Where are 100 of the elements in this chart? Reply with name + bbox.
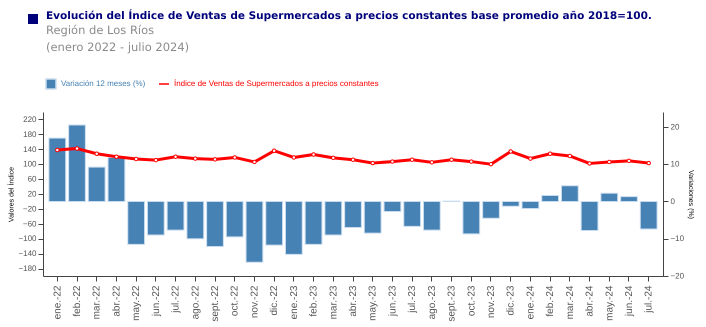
bar <box>560 185 579 202</box>
bar <box>146 200 165 236</box>
point <box>272 148 276 153</box>
point <box>232 155 237 160</box>
x-tick-label: mar.-22 <box>92 285 103 320</box>
y-tick-label: −20 <box>22 204 38 214</box>
point <box>350 157 356 162</box>
x-tick-label: feb.-22 <box>72 285 84 317</box>
bar <box>620 196 638 202</box>
bar <box>48 138 66 202</box>
x-tick-label: ene.-22 <box>52 285 64 320</box>
x-tick-label: jun.-23 <box>387 285 398 318</box>
y-tick-label: −180 <box>18 264 38 274</box>
bar <box>384 200 402 212</box>
point <box>508 149 513 154</box>
point <box>607 160 612 164</box>
x-tick-label: sept.-23 <box>446 285 458 322</box>
bar <box>364 200 382 234</box>
bar <box>344 200 362 228</box>
legend-label: Variación 12 meses (%) <box>61 79 146 88</box>
x-tick-label: nov.-22 <box>249 285 260 318</box>
point <box>469 159 474 164</box>
y-tick-label: −140 <box>18 249 38 258</box>
point <box>292 155 296 160</box>
bar <box>284 200 303 255</box>
point <box>212 157 218 162</box>
x-tick-label: abr.-24 <box>584 285 596 317</box>
point <box>410 157 414 162</box>
x-tick-label: oct.-23 <box>466 285 478 316</box>
bar <box>541 194 560 202</box>
x-tick-label: jul.-23 <box>407 285 418 314</box>
point <box>646 160 651 166</box>
x-tick-label: may.-23 <box>368 285 379 321</box>
bar <box>522 200 540 210</box>
x-tick-label: jul.-22 <box>170 285 182 314</box>
bar <box>88 166 106 202</box>
x-tick-label: jun.-24 <box>624 285 635 318</box>
y-tick-label: −100 <box>18 234 38 244</box>
x-tick-label: feb.-24 <box>545 285 556 317</box>
x-tick-label: nov.-23 <box>486 285 497 318</box>
x-tick-label: mar.-23 <box>328 285 340 320</box>
bar <box>462 200 480 234</box>
bar <box>304 200 322 245</box>
point <box>114 154 119 159</box>
x-tick-label: jun.-22 <box>150 285 162 318</box>
bar <box>226 200 244 238</box>
x-tick-label: ago.-22 <box>190 285 202 320</box>
chart-title: Evolución del Índice de Ventas de Supermercados a precios constantes base promedio año 2018=100. <box>46 10 653 22</box>
point <box>370 160 375 166</box>
point <box>568 154 572 158</box>
x-tick-label: jul.-24 <box>644 285 655 314</box>
x-tick-label: abr.-22 <box>111 285 122 317</box>
bar <box>265 200 284 246</box>
y-tick-label: 60 <box>28 174 38 184</box>
bar <box>186 200 204 240</box>
y-tick-label: 180 <box>23 130 38 139</box>
chart-subtitle: Región de Los Ríos (enero 2022 - julio 2024) <box>46 22 190 56</box>
point <box>488 162 494 166</box>
bar <box>166 200 184 231</box>
bar <box>580 200 598 232</box>
x-tick-label: mar.-24 <box>564 285 576 320</box>
y-tick-label: 140 <box>23 144 38 154</box>
point <box>626 158 632 164</box>
x-tick-label: feb.-23 <box>308 285 320 317</box>
bar <box>206 200 224 248</box>
y2-tick-label: −10 <box>670 234 685 244</box>
y-tick-label: 100 <box>23 160 38 169</box>
x-tick-label: may.-24 <box>604 285 616 321</box>
x-tick-label: abr.-23 <box>348 285 359 317</box>
bar <box>324 200 342 236</box>
point <box>548 152 552 156</box>
bar <box>68 124 86 202</box>
x-tick-label: oct.-22 <box>230 285 241 316</box>
x-tick-label: dic.-23 <box>506 285 517 316</box>
y2-tick-label: 0 <box>670 196 676 206</box>
bar <box>640 200 658 230</box>
y-tick-label: 220 <box>23 114 38 124</box>
bar <box>482 200 500 219</box>
bar <box>127 200 146 245</box>
point <box>193 156 198 161</box>
point <box>94 152 99 156</box>
x-tick-label: dic.-22 <box>269 285 280 316</box>
point <box>430 160 434 165</box>
point <box>252 160 257 164</box>
legend-label: Índice de Ventas de Supermercados a precios constantes <box>174 79 379 88</box>
x-tick-label: ago.-23 <box>426 285 438 320</box>
point <box>55 148 60 152</box>
point <box>528 156 533 161</box>
point <box>449 157 454 162</box>
point <box>390 159 395 164</box>
point <box>154 158 158 162</box>
point <box>134 156 138 162</box>
y-tick-label: −60 <box>22 219 38 228</box>
x-tick-label: ene.-23 <box>288 285 300 320</box>
y2-tick-label: −20 <box>670 272 685 280</box>
x-tick-label: sept.-22 <box>210 285 222 322</box>
point <box>311 152 316 157</box>
point <box>173 154 178 159</box>
y-tick-label: 20 <box>28 190 38 198</box>
point <box>74 146 80 151</box>
